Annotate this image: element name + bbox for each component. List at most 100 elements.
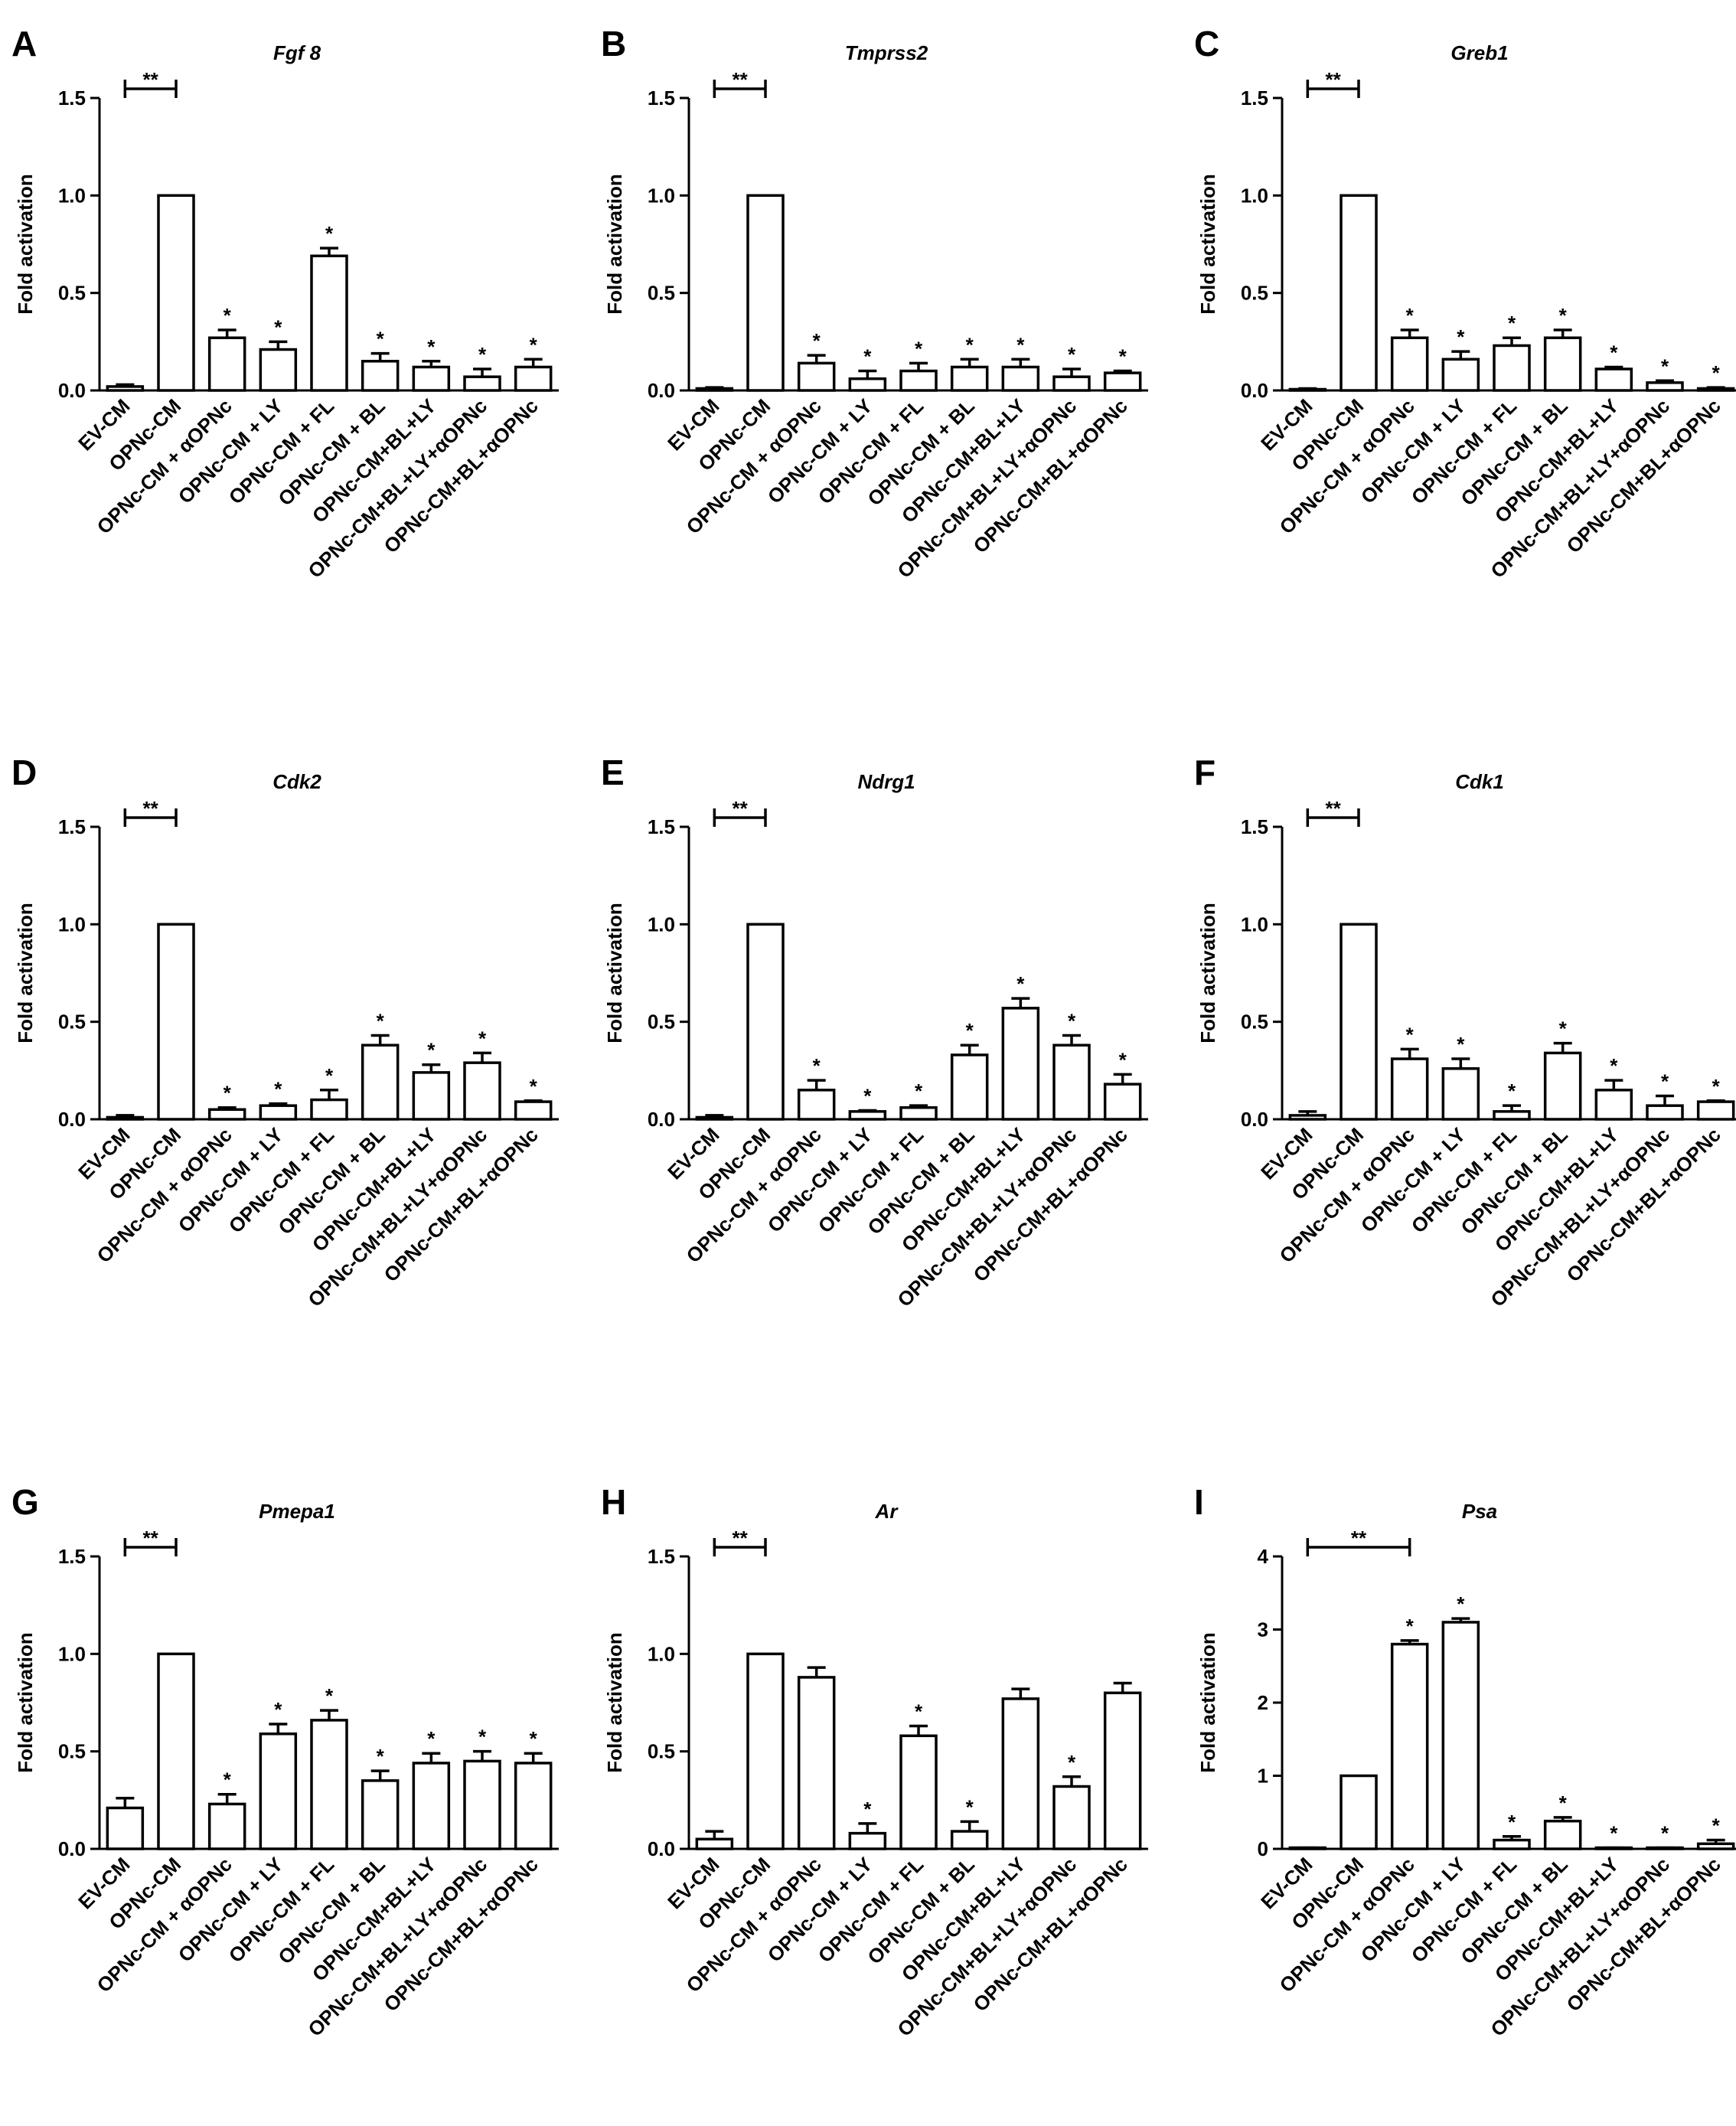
significance-star: * — [478, 1726, 487, 1749]
chart-title: Fgf 8 — [273, 41, 321, 64]
y-tick-label: 3 — [1258, 1618, 1268, 1641]
bar — [106, 1115, 145, 1121]
bar — [1340, 194, 1378, 392]
panel-letter: G — [11, 1482, 39, 1522]
significance-star: * — [1068, 1009, 1076, 1032]
bar — [463, 375, 501, 392]
bar — [1001, 365, 1040, 392]
y-axis-label: Fold activation — [14, 903, 37, 1043]
bar — [797, 1676, 836, 1850]
comparison-label: ** — [1351, 1527, 1367, 1550]
significance-star: * — [966, 333, 974, 356]
bar — [1340, 923, 1378, 1121]
bar — [157, 194, 195, 392]
significance-star: * — [1457, 1033, 1465, 1056]
bar — [412, 365, 451, 392]
significance-star: * — [1610, 1822, 1618, 1845]
bar — [1493, 344, 1531, 392]
y-axis-label: Fold activation — [603, 174, 626, 314]
significance-star: * — [1712, 361, 1721, 384]
significance-star: * — [478, 1027, 487, 1050]
bar — [1543, 336, 1582, 392]
bar — [848, 1831, 887, 1850]
bar — [899, 1734, 938, 1850]
significance-star: * — [1610, 1054, 1618, 1077]
bar — [746, 923, 785, 1121]
y-tick-label: 0.0 — [648, 1108, 675, 1131]
significance-star: * — [530, 1075, 538, 1098]
bar — [1543, 1051, 1582, 1121]
significance-star: * — [325, 222, 334, 245]
significance-star: * — [813, 1054, 821, 1077]
significance-star: * — [1119, 1048, 1127, 1071]
bar — [950, 365, 989, 392]
significance-star: * — [1406, 1023, 1415, 1046]
y-tick-label: 0.5 — [648, 1011, 675, 1034]
y-tick-label: 1.5 — [648, 87, 675, 109]
bar — [1646, 381, 1684, 392]
y-tick-label: 0.0 — [58, 1837, 86, 1860]
bar — [207, 1108, 246, 1121]
y-tick-label: 4 — [1258, 1545, 1269, 1568]
comparison-label: ** — [143, 68, 159, 91]
significance-star: * — [1068, 343, 1076, 366]
y-tick-label: 0 — [1258, 1837, 1268, 1860]
significance-star: * — [1661, 354, 1669, 377]
panel-letter: D — [11, 753, 37, 792]
panel-letter: I — [1194, 1482, 1204, 1522]
bar — [1103, 1691, 1142, 1850]
significance-star: * — [1457, 1592, 1465, 1615]
bar — [1052, 375, 1091, 392]
significance-star: * — [530, 333, 538, 356]
significance-star: * — [1016, 333, 1025, 356]
significance-star: * — [1068, 1751, 1076, 1774]
y-tick-label: 0.0 — [648, 379, 675, 402]
y-tick-label: 0.5 — [648, 1740, 675, 1763]
significance-star: * — [530, 1727, 538, 1750]
significance-star: * — [1559, 1017, 1568, 1040]
chart-title: Tmprss2 — [845, 41, 928, 64]
bar — [746, 1652, 785, 1850]
y-tick-label: 1.0 — [648, 913, 675, 936]
panel-letter: H — [601, 1482, 626, 1522]
bar — [207, 1802, 246, 1850]
chart-title: Pmepa1 — [259, 1500, 335, 1523]
bar — [310, 254, 348, 392]
bar — [1052, 1043, 1091, 1121]
y-tick-label: 2 — [1258, 1691, 1268, 1714]
significance-star: * — [1119, 345, 1127, 368]
significance-star: * — [1016, 972, 1025, 995]
bar — [106, 385, 145, 392]
significance-star: * — [224, 1082, 232, 1105]
y-axis-label: Fold activation — [1196, 174, 1219, 314]
y-tick-label: 1.5 — [648, 815, 675, 838]
y-tick-label: 0.0 — [1241, 379, 1268, 402]
bar — [1103, 1083, 1142, 1121]
y-tick-label: 1.5 — [1241, 87, 1268, 109]
significance-star: * — [1661, 1070, 1669, 1092]
bar — [848, 1110, 887, 1121]
bar — [1390, 1057, 1429, 1121]
bar — [463, 1759, 501, 1850]
y-tick-label: 0.5 — [58, 282, 86, 305]
y-tick-label: 0.5 — [648, 282, 675, 305]
y-tick-label: 1.0 — [58, 184, 86, 207]
significance-star: * — [325, 1064, 334, 1087]
significance-star: * — [863, 1085, 872, 1108]
bar — [514, 1762, 553, 1850]
bar — [950, 1053, 989, 1121]
bar — [1594, 367, 1633, 392]
panel-letter: C — [1194, 24, 1219, 64]
significance-star: * — [1508, 312, 1516, 335]
bar — [1441, 358, 1480, 392]
y-tick-label: 1.0 — [648, 1642, 675, 1665]
significance-star: * — [377, 328, 385, 351]
significance-star: * — [1406, 1615, 1415, 1638]
comparison-label: ** — [733, 1527, 749, 1550]
